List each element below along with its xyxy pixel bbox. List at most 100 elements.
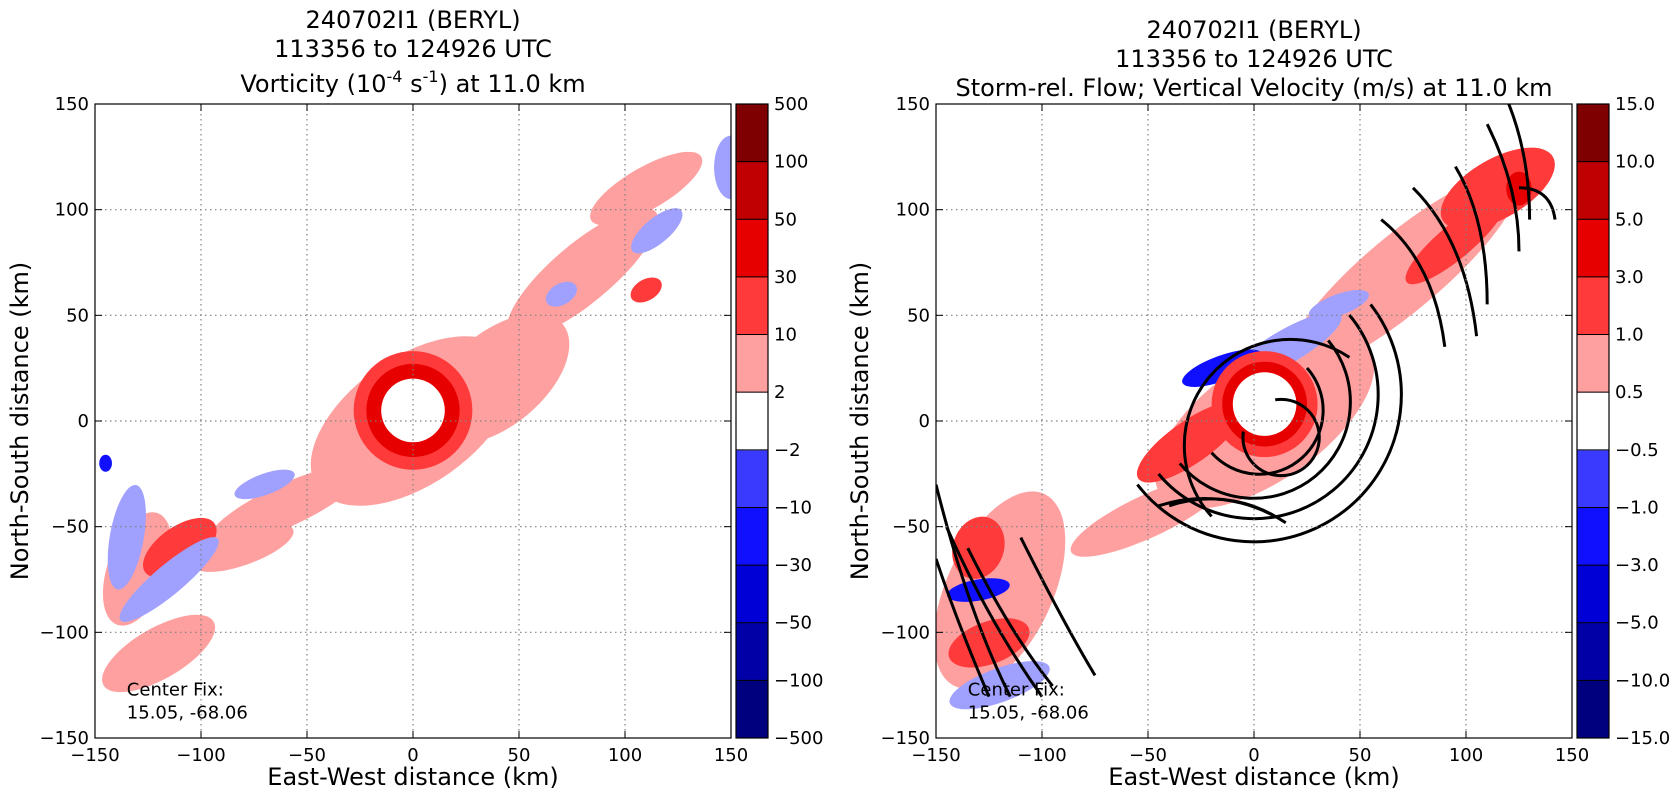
colorbar-segment	[1577, 161, 1609, 220]
contour-region	[102, 614, 216, 693]
colorbar-tick-label: 50	[774, 209, 797, 230]
colorbar-tick-label: 500	[774, 94, 808, 115]
colorbar-tick-label: 0.5	[1615, 382, 1644, 403]
title-line-2: 113356 to 124926 UTC	[1115, 45, 1393, 73]
x-tick-label: 150	[714, 745, 748, 766]
contour-region	[507, 207, 659, 339]
y-tick-label: −50	[51, 517, 89, 538]
streamline	[1159, 499, 1286, 523]
center-fix-value: 15.05, -68.06	[127, 703, 248, 724]
x-tick-label: 50	[1349, 745, 1372, 766]
colorbar-tick-label: −0.5	[1615, 440, 1659, 461]
colorbar-frame	[1576, 103, 1610, 739]
colorbar-tick-label: 15.0	[1615, 94, 1655, 115]
colorbar-tick-label: 10	[774, 325, 797, 346]
contour-region	[193, 523, 294, 572]
vorticity-panel: 240702I1 (BERYL) 113356 to 124926 UTC Vo…	[6, 6, 823, 791]
colorbar-tick-label: 10.0	[1615, 152, 1655, 173]
streamline	[1508, 103, 1529, 220]
vertical-velocity-panel: 240702I1 (BERYL) 113356 to 124926 UTC St…	[846, 16, 1670, 791]
x-axis-label: East-West distance (km)	[1108, 763, 1399, 791]
colorbar-tick-label: 100	[774, 152, 808, 173]
colorbar-tick-label: −1.0	[1615, 497, 1659, 518]
colorbar-segment	[736, 392, 768, 451]
x-tick-label: 0	[1248, 745, 1259, 766]
x-tick-label: −100	[176, 745, 225, 766]
colorbar-segment	[736, 680, 768, 739]
y-tick-label: 0	[919, 411, 930, 432]
velocity-colorbar: −15.0 −10.0 −5.0 −3.0 −1.0 −0.5 0.5 1.0 3.0 5.0 10…	[1576, 94, 1670, 749]
contour-region	[234, 469, 295, 500]
colorbar-segment	[736, 276, 768, 336]
center-fix-label: Center Fix:	[127, 680, 224, 701]
colorbar-tick-label: 2	[774, 382, 785, 403]
colorbar-tick-label: 1.0	[1615, 325, 1644, 346]
x-tick-label: 50	[508, 745, 531, 766]
title-line-1: 240702I1 (BERYL)	[1146, 16, 1361, 44]
colorbar-segment	[1577, 334, 1609, 393]
y-tick-label: 150	[896, 94, 930, 115]
center-fix-label: Center Fix:	[968, 680, 1065, 701]
y-tick-label: 50	[66, 305, 89, 326]
colorbar-tick-label: 3.0	[1615, 267, 1644, 288]
contour-region	[630, 277, 662, 303]
y-tick-label: 100	[55, 200, 89, 221]
streamline	[1021, 538, 1095, 676]
contour-region	[714, 135, 731, 200]
title-line-1: 240702I1 (BERYL)	[305, 6, 520, 34]
colorbar-segment	[736, 622, 768, 681]
colorbar-segment	[736, 565, 768, 624]
contour-region	[631, 208, 683, 254]
streamline	[1180, 340, 1351, 498]
streamlines	[936, 103, 1555, 697]
colorbar-segment	[1577, 565, 1609, 624]
plot-frame	[935, 103, 1573, 739]
colorbar-tick-label: −30	[774, 555, 812, 576]
colorbar-segment	[1577, 507, 1609, 566]
contour-region	[590, 151, 703, 226]
y-tick-label: −150	[881, 728, 930, 749]
colorbar-segment	[736, 507, 768, 566]
contour-region	[545, 281, 578, 307]
y-axis-label: North-South distance (km)	[6, 262, 34, 581]
x-tick-label: −50	[1129, 745, 1167, 766]
colorbar-tick-label: −10.0	[1615, 670, 1670, 691]
streamline	[1243, 399, 1319, 475]
y-tick-label: −150	[40, 728, 89, 749]
title-line-3: Storm-rel. Flow; Vertical Velocity (m/s)…	[956, 74, 1553, 102]
streamline	[1519, 188, 1555, 220]
center-fix-value: 15.05, -68.06	[968, 703, 1089, 724]
contour-region	[1405, 198, 1506, 285]
streamline	[1487, 124, 1519, 251]
streamline	[947, 527, 1042, 697]
vorticity-colorbar: −500 −100 −50 −30 −10 −2 2 10 30 50 100 500	[735, 94, 823, 749]
title-line-3: Vorticity (10-4 s-1) at 11.0 km	[240, 67, 585, 98]
y-axis-label: North-South distance (km)	[846, 262, 874, 581]
colorbar-segment	[1577, 276, 1609, 336]
x-tick-label: −150	[70, 745, 119, 766]
x-axis-label: East-West distance (km)	[267, 763, 558, 791]
colorbar-segment	[736, 104, 768, 163]
colorbar-tick-label: −10	[774, 497, 812, 518]
colorbar-segment	[736, 161, 768, 220]
colorbar-segment	[1577, 104, 1609, 163]
streamline	[1455, 167, 1487, 305]
colorbar-segment	[736, 449, 768, 508]
colorbar-frame	[735, 103, 769, 739]
streamline	[1381, 220, 1445, 347]
vorticity-axes: −150−150 −100 −100 −50 −50 0 0 50 50 100 100 150 150…	[40, 94, 749, 766]
streamline	[936, 485, 1010, 697]
x-tick-label: −150	[911, 745, 960, 766]
colorbar-segment	[1577, 622, 1609, 681]
colorbar-tick-label: −5.0	[1615, 613, 1659, 634]
colorbar-tick-label: −15.0	[1615, 728, 1670, 749]
field-layer	[95, 104, 731, 738]
colorbar-tick-label: −500	[774, 728, 823, 749]
colorbar-tick-label: −100	[774, 670, 823, 691]
colorbar-segment	[1577, 680, 1609, 739]
streamline	[1137, 304, 1401, 541]
contour-region	[99, 454, 112, 472]
colorbar-segment	[1577, 392, 1609, 451]
colorbar-segment	[1577, 449, 1609, 508]
